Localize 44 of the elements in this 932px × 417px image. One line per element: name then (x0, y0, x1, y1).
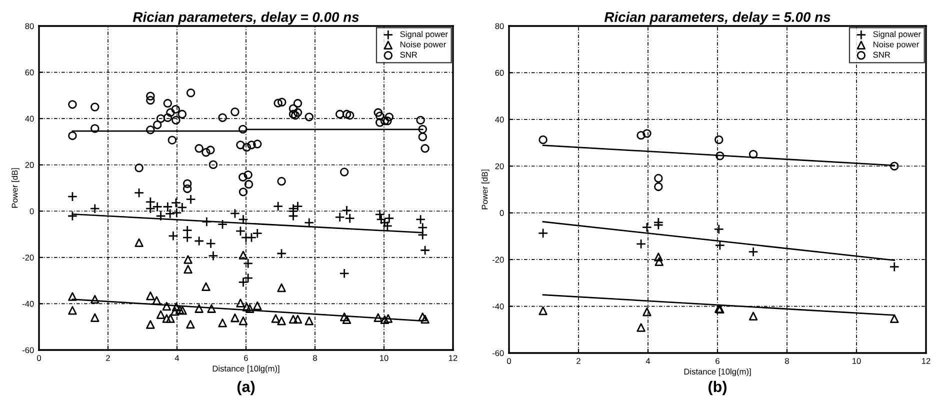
y-tick-label: 80 (495, 23, 504, 30)
x-tick-label: 8 (785, 358, 789, 364)
y-tick-label: 20 (495, 163, 504, 170)
y-tick-label: 20 (25, 162, 34, 168)
x-axis-title: Distance [10lg(m)] (684, 368, 751, 376)
legend-label: SNR (873, 52, 890, 58)
y-tick-label: 60 (25, 69, 34, 76)
legend-label: SNR (400, 52, 418, 58)
legend-label: Noise power (400, 41, 446, 50)
legend-label: Noise power (874, 41, 920, 50)
x-tick-label: 10 (852, 358, 861, 364)
chart-title: Rician parameters, delay = 5.00 ns (604, 12, 830, 25)
x-tick-label: 2 (576, 358, 580, 364)
y-tick-label: -40 (492, 303, 504, 310)
x-tick-label: 6 (244, 355, 248, 361)
y-tick-label: 60 (495, 70, 504, 76)
x-tick-label: 10 (380, 355, 388, 361)
x-axis-title: Distance [10lg(m)] (212, 365, 280, 374)
x-tick-label: 2 (106, 355, 110, 361)
y-tick-label: 0 (30, 208, 34, 214)
y-axis-title: Power [dB] (482, 170, 490, 210)
legend-label: Signal power (873, 31, 921, 39)
x-tick-label: 4 (174, 355, 180, 361)
x-tick-label: 8 (313, 355, 317, 361)
y-tick-label: -20 (22, 254, 34, 261)
legend-label: Signal power (400, 31, 448, 39)
y-tick-label: -20 (492, 256, 504, 263)
x-tick-label: 4 (646, 358, 650, 364)
y-tick-label: -40 (22, 300, 34, 307)
y-tick-label: 40 (495, 116, 504, 123)
x-tick-label: 6 (716, 358, 720, 364)
y-tick-label: 80 (25, 23, 34, 30)
y-tick-label: 0 (500, 210, 504, 216)
x-tick-label: 12 (922, 358, 930, 364)
text: (b) (708, 380, 726, 396)
chart-title: Rician parameters, delay = 0.00 ns (132, 12, 359, 25)
text: (a) (237, 380, 255, 396)
x-tick-label: 0 (37, 355, 41, 361)
y-tick-label: -60 (22, 347, 34, 354)
x-tick-label: 0 (507, 358, 511, 364)
y-tick-label: -60 (492, 350, 504, 356)
y-tick-label: 40 (25, 116, 34, 122)
x-tick-label: 12 (449, 355, 458, 361)
y-axis-title: Power [dB] (12, 168, 20, 208)
